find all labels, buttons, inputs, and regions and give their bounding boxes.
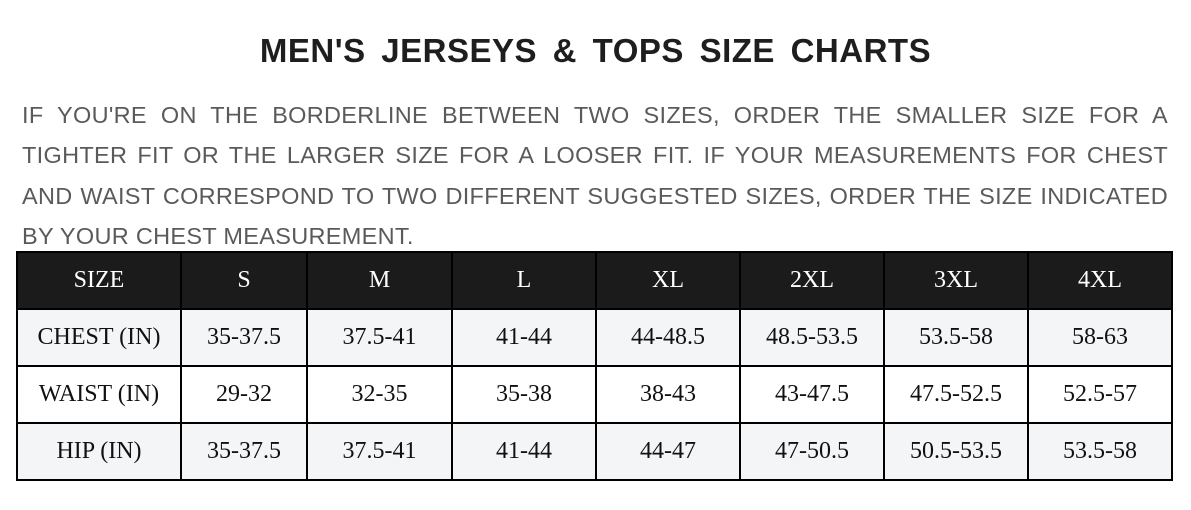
table-cell: 35-37.5 xyxy=(180,308,308,367)
header-cell: XL xyxy=(595,251,741,310)
table-cell: 53.5-58 xyxy=(1027,422,1173,481)
table-cell: 35-38 xyxy=(451,365,597,424)
header-cell: M xyxy=(306,251,453,310)
table-row: CHEST (IN) 35-37.5 37.5-41 41-44 44-48.5 48.5… xyxy=(16,308,1173,367)
table-header-row: SIZE S M L XL 2XL 3XL 4XL xyxy=(16,251,1173,310)
table-cell: 52.5-57 xyxy=(1027,365,1173,424)
size-chart-table: SIZE S M L XL 2XL 3XL 4XL CHEST (IN) 35-3… xyxy=(16,251,1173,481)
table-cell: 35-37.5 xyxy=(180,422,308,481)
table-cell: 48.5-53.5 xyxy=(739,308,885,367)
size-advice-text: IF YOU'RE ON THE BORDERLINE BETWEEN TWO … xyxy=(22,102,1168,249)
table-row: HIP (IN) 35-37.5 37.5-41 41-44 44-47 47-50.5 5… xyxy=(16,422,1173,481)
table-cell: 29-32 xyxy=(180,365,308,424)
row-label-cell: WAIST (IN) xyxy=(16,365,182,424)
header-cell: 2XL xyxy=(739,251,885,310)
row-label-cell: HIP (IN) xyxy=(16,422,182,481)
table-cell: 58-63 xyxy=(1027,308,1173,367)
table-cell: 50.5-53.5 xyxy=(883,422,1029,481)
table-cell: 41-44 xyxy=(451,308,597,367)
table-cell: 44-48.5 xyxy=(595,308,741,367)
table-cell: 47-50.5 xyxy=(739,422,885,481)
header-cell: S xyxy=(180,251,308,310)
table-cell: 38-43 xyxy=(595,365,741,424)
row-label-cell: CHEST (IN) xyxy=(16,308,182,367)
page-title: MEN'S JERSEYS & TOPS SIZE CHARTS xyxy=(259,32,932,69)
header-cell: 4XL xyxy=(1027,251,1173,310)
table-cell: 44-47 xyxy=(595,422,741,481)
table-cell: 43-47.5 xyxy=(739,365,885,424)
header-cell: L xyxy=(451,251,597,310)
header-cell: SIZE xyxy=(16,251,182,310)
header-cell: 3XL xyxy=(883,251,1029,310)
table-cell: 47.5-52.5 xyxy=(883,365,1029,424)
table-cell: 41-44 xyxy=(451,422,597,481)
table-cell: 53.5-58 xyxy=(883,308,1029,367)
table-cell: 37.5-41 xyxy=(306,422,453,481)
table-cell: 37.5-41 xyxy=(306,308,453,367)
table-cell: 32-35 xyxy=(306,365,453,424)
table-row: WAIST (IN) 29-32 32-35 35-38 38-43 43-47.5 47.… xyxy=(16,365,1173,424)
